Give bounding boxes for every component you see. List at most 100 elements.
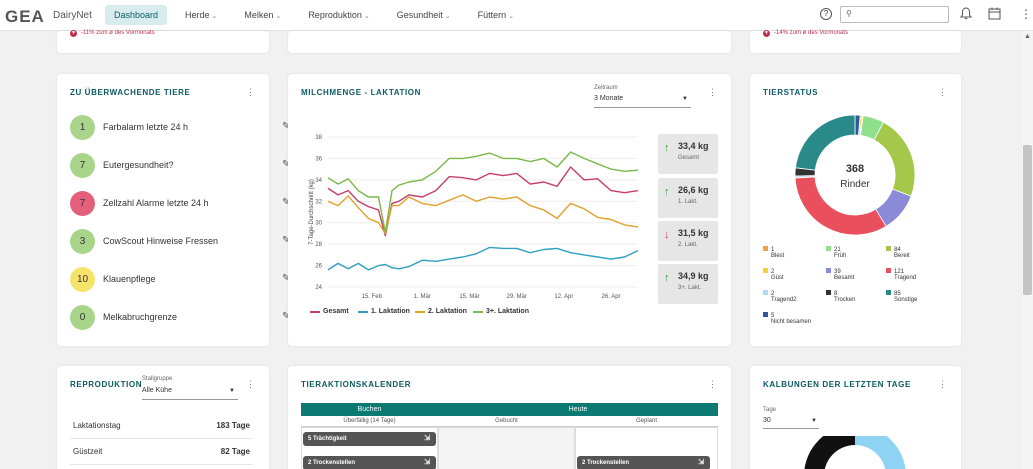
arrow-up-icon: ↑ (664, 272, 670, 284)
scroll-up-icon[interactable]: ▲ (1024, 33, 1031, 40)
edit-icon[interactable]: ✎ (282, 273, 291, 284)
x-tick-label: 15. Feb (362, 294, 383, 300)
status-legend-item[interactable]: 2 Tragend2 (763, 290, 796, 303)
count-badge: 1 (70, 114, 95, 140)
gea-logo[interactable]: GEA (5, 7, 45, 26)
color-swatch (763, 268, 768, 273)
more-menu-icon[interactable]: ⋮ (246, 87, 255, 97)
calendar-cell (438, 427, 575, 469)
status-legend-item[interactable]: 85 Sonstige (886, 290, 917, 303)
color-swatch (886, 290, 891, 295)
legend-gesamt[interactable]: Gesamt (310, 308, 349, 315)
edit-icon[interactable]: ✎ (282, 159, 291, 170)
more-menu-icon[interactable]: ⋮ (1020, 7, 1032, 21)
top-navbar: GEA DairyNet Dashboard Herde ⌄ Melken ⌄ Re… (0, 0, 1033, 31)
arrow-up-icon: ↑ (664, 142, 670, 154)
group-select[interactable]: Alle Kühe ▼ (142, 387, 238, 400)
y-tick-label: 34 (315, 178, 322, 184)
stat-box-lakt2: ↓ 31,5 kg 2. Lakt. (658, 221, 718, 261)
period-select[interactable]: 3 Monate ▼ (594, 95, 691, 108)
down-icon: ▼ (70, 30, 77, 37)
table-row: Laktationstag 183 Tage (70, 417, 253, 439)
chevron-down-icon: ⌄ (211, 13, 218, 20)
status-legend-item[interactable]: 39 Besamt (826, 268, 854, 281)
status-legend-item[interactable]: 121 Tragend (886, 268, 916, 281)
card-title: MILCHMENGE - LAKTATION (301, 88, 422, 97)
nav-reproduktion[interactable]: Reproduktion ⌄ (308, 10, 370, 20)
nav-herde[interactable]: Herde ⌄ (185, 10, 218, 20)
more-menu-icon[interactable]: ⋮ (938, 379, 947, 389)
more-menu-icon[interactable]: ⋮ (708, 87, 717, 97)
edit-icon[interactable]: ✎ (282, 311, 291, 322)
status-legend-item[interactable]: 21 Früh (826, 246, 846, 259)
donut-slice (794, 167, 816, 177)
y-axis-label: 7-Tage-Durchschnitt (kg) (309, 179, 315, 245)
nav-dashboard[interactable]: Dashboard (105, 5, 168, 25)
legend-label: Bereit (894, 253, 910, 259)
sub-overdue: Überfällig (14 Tage) (301, 416, 438, 427)
action-chip[interactable]: 2 Trockenstellen ⇲ (303, 456, 436, 469)
legend-count: 121 (894, 269, 905, 275)
action-chip[interactable]: 2 Trockenstellen ⇲ (577, 456, 710, 469)
nav-melken[interactable]: Melken ⌄ (244, 10, 282, 20)
status-legend-item[interactable]: 5 Nicht besamen (763, 312, 811, 325)
legend-label: Tragend2 (771, 297, 797, 303)
status-legend-item[interactable]: 1 Blest (763, 246, 784, 259)
more-menu-icon[interactable]: ⋮ (246, 379, 255, 389)
search-input[interactable]: ⚲ (840, 6, 949, 23)
bell-icon[interactable] (960, 7, 972, 23)
calendar-cell (301, 427, 438, 469)
help-icon[interactable]: ? (820, 8, 832, 20)
donut-slice (794, 114, 856, 171)
legend-label: Sonstige (894, 297, 918, 303)
count-badge: 0 (70, 304, 95, 330)
legend-count: 84 (894, 247, 901, 253)
item-label: CowScout Hinweise Fressen (103, 236, 219, 246)
legend-label: Besamt (834, 275, 855, 281)
nav-futtern[interactable]: Füttern ⌄ (477, 10, 515, 20)
y-tick-label: 38 (315, 135, 322, 141)
edit-icon[interactable]: ✎ (282, 197, 291, 208)
series-line-gesamt (327, 166, 639, 237)
edit-icon[interactable]: ✎ (282, 121, 291, 132)
legend-lakt3[interactable]: 3+. Laktation (473, 308, 529, 315)
y-tick-label: 28 (315, 242, 322, 248)
nav-gesundheit[interactable]: Gesundheit ⌄ (396, 10, 451, 20)
y-tick-label: 24 (315, 285, 322, 291)
status-legend-item[interactable]: 8 Trocken (826, 290, 855, 303)
legend-lakt1[interactable]: 1. Laktation (358, 308, 410, 315)
caret-down-icon: ▼ (229, 388, 235, 394)
list-item[interactable]: 10 Klauenpflege (70, 266, 250, 292)
list-item[interactable]: 3 CowScout Hinweise Fressen (70, 228, 250, 254)
more-menu-icon[interactable]: ⋮ (938, 87, 947, 97)
list-item[interactable]: 0 Melkabruchgrenze (70, 304, 250, 330)
stat-box-gesamt: ↑ 33,4 kg Gesamt (658, 134, 718, 174)
legend-label: Tragend (894, 275, 917, 281)
col-buchen[interactable]: Buchen (301, 403, 438, 416)
y-tick-label: 30 (315, 221, 322, 227)
legend-lakt2[interactable]: 2. Laktation (415, 308, 467, 315)
chevron-down-icon: ⌄ (444, 13, 451, 20)
list-item[interactable]: 7 Zellzahl Alarme letzte 24 h (70, 190, 250, 216)
card-title: TIERAKTIONSKALENDER (301, 380, 412, 389)
days-select[interactable]: 30 ▼ (763, 417, 819, 429)
action-chip[interactable]: 5 Trächtigkeit ⇲ (303, 432, 436, 446)
item-label: Melkabruchgrenze (103, 312, 178, 322)
x-tick-label: 29. Mär (507, 294, 527, 300)
calendar-icon[interactable] (988, 7, 1001, 23)
scroll-thumb[interactable] (1023, 145, 1032, 295)
edit-icon[interactable]: ✎ (282, 235, 291, 246)
list-item[interactable]: 1 Farbalarm letzte 24 h (70, 114, 250, 140)
status-legend-item[interactable]: 84 Bereit (886, 246, 910, 259)
count-badge: 7 (70, 190, 95, 216)
donut-slice (804, 436, 855, 469)
status-legend-item[interactable]: 2 Güst (763, 268, 784, 281)
col-heute[interactable]: Heute (438, 403, 718, 416)
repro-card: REPRODUKTION ⋮ Stallgruppe Alle Kühe ▼ La… (57, 366, 269, 469)
milk-line-chart: 24 26 28 30 32 34 36 38 15. Feb 1. Mär 15. Mär 29. … (309, 135, 639, 300)
arrow-up-icon: ↑ (664, 186, 670, 198)
more-menu-icon[interactable]: ⋮ (708, 379, 717, 389)
color-swatch (886, 268, 891, 273)
list-item[interactable]: 7 Eutergesundheit? (70, 152, 250, 178)
arrow-down-icon: ↓ (664, 229, 670, 241)
